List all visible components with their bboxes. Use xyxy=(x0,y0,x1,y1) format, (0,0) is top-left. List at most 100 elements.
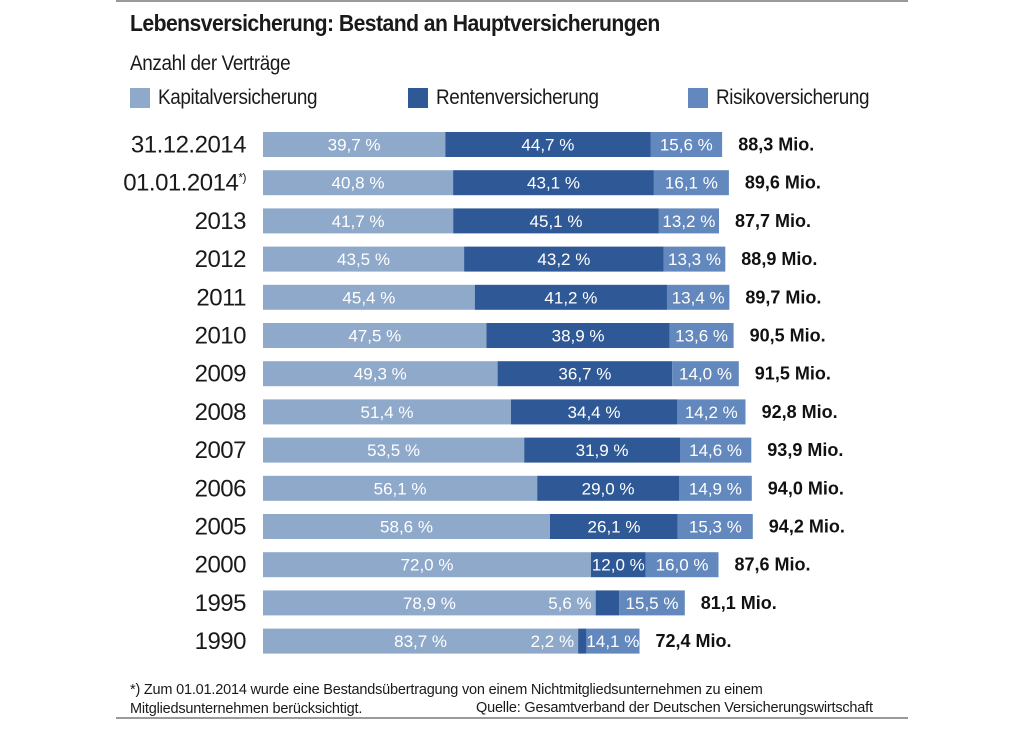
legend-label-kapitalversicherung: Kapitalversicherung xyxy=(158,86,318,109)
bar-segment-renten xyxy=(537,475,679,501)
bar-row: 2007 53,5 % 31,9 % 14,6 % 93,9 Mio. xyxy=(195,437,844,464)
segment-label-risiko: 14,6 % xyxy=(689,441,742,460)
bar-segment-kapital xyxy=(263,246,465,272)
category-label: 31.12.2014 xyxy=(131,132,246,159)
total-label: 72,4 Mio. xyxy=(656,631,732,651)
segment-label-renten: 26,1 % xyxy=(588,518,641,537)
legend-swatch-kapitalversicherung xyxy=(130,88,150,108)
segment-label-risiko: 15,6 % xyxy=(660,136,713,155)
bar-segment-kapital xyxy=(263,552,591,578)
bottom-rule xyxy=(116,717,908,719)
bar-segment-risiko xyxy=(653,170,729,196)
legend-item-kapitalversicherung: Kapitalversicherung xyxy=(130,86,335,110)
total-label: 81,1 Mio. xyxy=(701,593,777,613)
total-label: 87,6 Mio. xyxy=(735,555,811,575)
legend-swatch-rentenversicherung xyxy=(408,88,428,108)
bar-segment-risiko xyxy=(619,590,685,616)
segment-label-kapital: 43,5 % xyxy=(337,250,390,269)
segment-label-kapital: 40,8 % xyxy=(332,174,385,193)
category-label: 2000 xyxy=(195,552,247,579)
bar-segment-kapital xyxy=(263,284,475,310)
bar-segment-risiko xyxy=(645,552,719,578)
category-label: 2007 xyxy=(195,437,247,464)
bar-segment-renten xyxy=(524,437,680,463)
footnote-line-1: *) Zum 01.01.2014 wurde eine Bestandsübe… xyxy=(130,682,763,698)
segment-label-risiko: 16,0 % xyxy=(656,556,709,575)
segment-label-risiko: 14,1 % xyxy=(586,632,639,651)
total-label: 90,5 Mio. xyxy=(750,326,826,346)
segment-label-renten: 44,7 % xyxy=(521,136,574,155)
bar-segment-risiko xyxy=(677,399,746,425)
segment-label-risiko: 13,2 % xyxy=(662,212,715,231)
segment-label-kapital: 53,5 % xyxy=(367,441,420,460)
chart-title: Lebensversicherung: Bestand an Hauptvers… xyxy=(130,10,660,36)
bar-segment-risiko xyxy=(658,208,719,234)
bar-segment-risiko xyxy=(666,284,730,310)
segment-label-renten: 43,2 % xyxy=(537,250,590,269)
bar-segment-kapital xyxy=(263,514,550,539)
bar-segment-renten xyxy=(511,399,677,425)
bar-row: 01.01.2014*) 40,8 % 43,1 % 16,1 % 89,6 Mio. xyxy=(123,170,821,197)
bar-segment-renten xyxy=(595,590,620,616)
segment-label-renten: 41,2 % xyxy=(544,288,597,307)
bar-segment-renten xyxy=(464,246,664,272)
segment-label-risiko: 13,3 % xyxy=(668,250,721,269)
top-rule xyxy=(116,0,908,2)
segment-label-risiko: 14,2 % xyxy=(685,403,738,422)
legend-item-risikoversicherung: Risikoversicherung xyxy=(688,86,886,110)
segment-label-renten: 38,9 % xyxy=(552,327,605,346)
category-label: 2012 xyxy=(195,246,247,273)
segment-label-renten: 5,6 % xyxy=(548,594,591,613)
bar-segment-kapital xyxy=(263,132,446,157)
bar-segment-risiko xyxy=(650,132,723,157)
bar-row: 2013 41,7 % 45,1 % 13,2 % 87,7 Mio. xyxy=(195,208,811,235)
category-label: 2005 xyxy=(195,514,247,541)
segment-label-kapital: 58,6 % xyxy=(380,518,433,537)
bar-segment-risiko xyxy=(586,628,640,654)
bar-segment-kapital xyxy=(263,399,511,425)
legend-swatch-risikoversicherung xyxy=(688,88,708,108)
segment-label-renten: 2,2 % xyxy=(531,632,574,651)
total-label: 92,8 Mio. xyxy=(762,402,838,422)
bar-row: 2006 56,1 % 29,0 % 14,9 % 94,0 Mio. xyxy=(195,475,844,502)
segment-label-risiko: 14,0 % xyxy=(679,365,732,384)
category-label: 2006 xyxy=(195,475,247,502)
bar-segment-kapital xyxy=(263,361,498,387)
chart-subtitle: Anzahl der Verträge xyxy=(130,52,291,75)
legend: Kapitalversicherung Rentenversicherung R… xyxy=(130,86,910,112)
total-label: 91,5 Mio. xyxy=(755,364,831,384)
total-label: 88,3 Mio. xyxy=(738,135,814,155)
bar-row: 2012 43,5 % 43,2 % 13,3 % 88,9 Mio. xyxy=(195,246,818,273)
bar-segment-renten xyxy=(453,170,654,196)
legend-label-risikoversicherung: Risikoversicherung xyxy=(716,86,870,109)
bar-segment-renten xyxy=(550,514,678,539)
total-label: 89,6 Mio. xyxy=(745,173,821,193)
bar-segment-kapital xyxy=(263,628,579,654)
bar-segment-kapital xyxy=(263,170,454,196)
bar-row: 2005 58,6 % 26,1 % 15,3 % 94,2 Mio. xyxy=(195,514,845,541)
bar-row: 31.12.2014 39,7 % 44,7 % 15,6 % 88,3 Mio. xyxy=(131,132,814,159)
category-label: 1990 xyxy=(195,628,247,655)
bar-row: 2000 72,0 % 12,0 % 16,0 % 87,6 Mio. xyxy=(195,552,811,579)
bar-segment-risiko xyxy=(672,361,739,387)
total-label: 87,7 Mio. xyxy=(735,211,811,231)
segment-label-risiko: 14,9 % xyxy=(689,479,742,498)
footnote: *) Zum 01.01.2014 wurde eine Bestandsübe… xyxy=(130,681,763,719)
bar-segment-kapital xyxy=(263,475,538,501)
segment-label-kapital: 56,1 % xyxy=(374,479,427,498)
bar-segment-kapital xyxy=(263,590,596,616)
bar-segment-renten xyxy=(474,284,667,310)
bar-row: 1995 78,9 % 5,6 % 15,5 % 81,1 Mio. xyxy=(195,590,777,617)
footnote-line-2: Mitgliedsunternehmen berücksichtigt. xyxy=(130,701,363,717)
total-label: 94,2 Mio. xyxy=(769,517,845,537)
legend-label-rentenversicherung: Rentenversicherung xyxy=(436,86,599,109)
bar-segment-risiko xyxy=(663,246,726,272)
segment-label-renten: 29,0 % xyxy=(582,479,635,498)
bar-row: 1990 83,7 % 2,2 % 14,1 % 72,4 Mio. xyxy=(195,628,732,655)
segment-label-kapital: 45,4 % xyxy=(342,288,395,307)
bar-row: 2011 45,4 % 41,2 % 13,4 % 89,7 Mio. xyxy=(196,284,821,311)
segment-label-kapital: 49,3 % xyxy=(354,365,407,384)
category-label: 2010 xyxy=(195,323,247,350)
segment-label-renten: 45,1 % xyxy=(530,212,583,231)
segment-label-risiko: 16,1 % xyxy=(665,174,718,193)
